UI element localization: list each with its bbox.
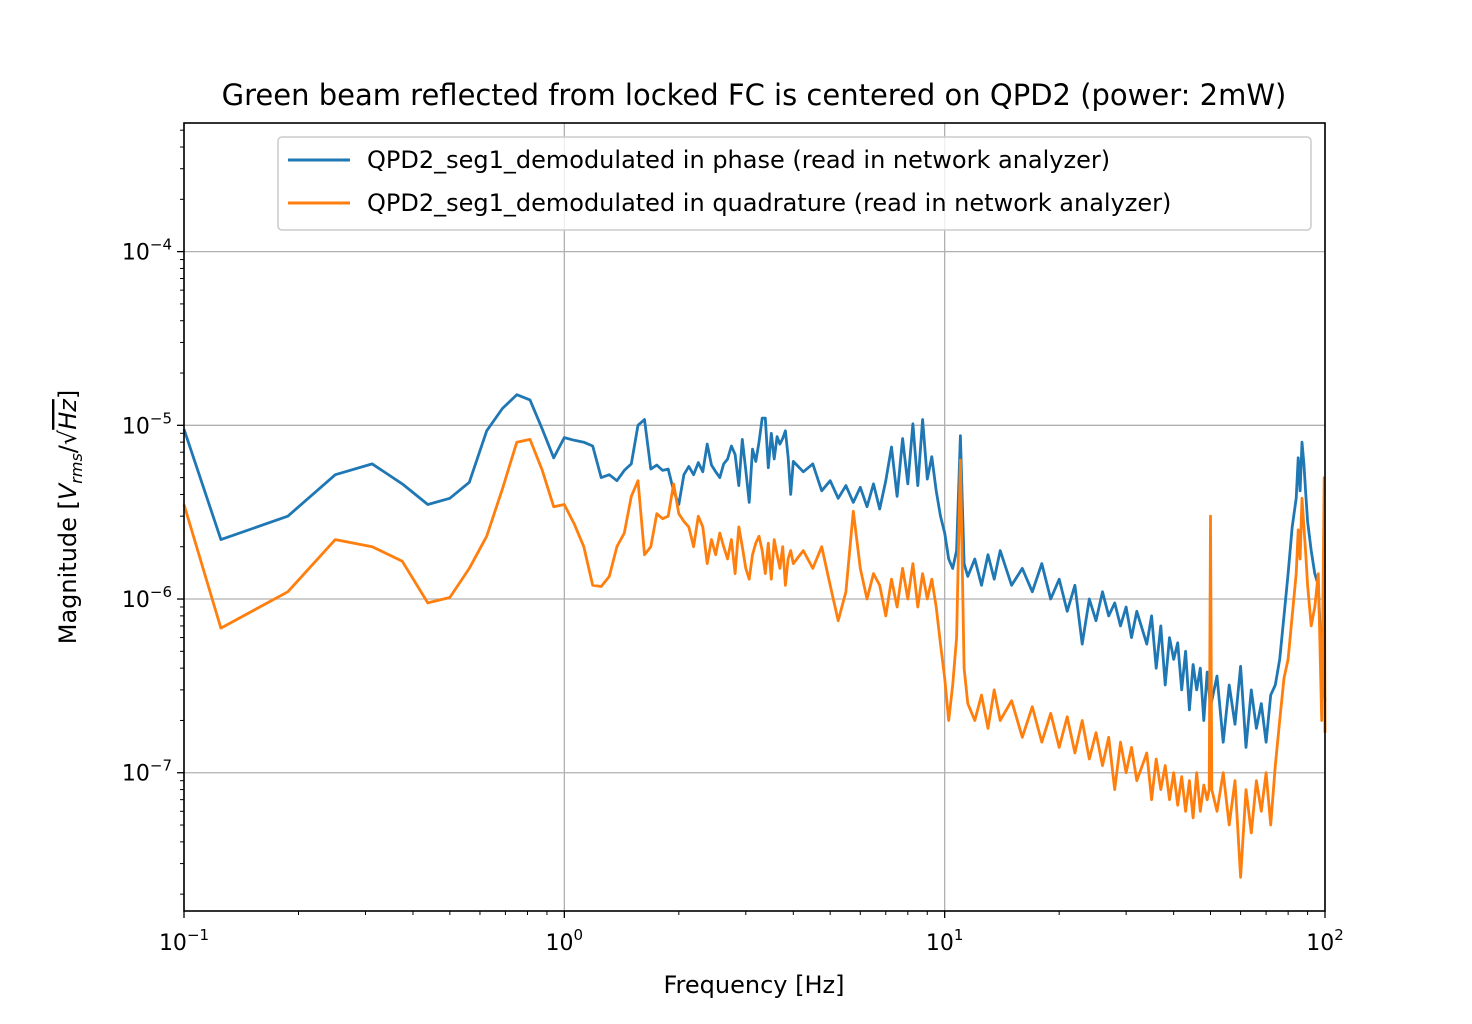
series-line-quadrature — [182, 437, 1327, 879]
y-axis-label-slash: /√ — [54, 429, 82, 453]
y-axis-label-hz: Hz — [54, 398, 82, 430]
y-axis-ticks: 10−7 10−6 10−5 10−4 — [122, 236, 184, 787]
y-tick-label: 10−7 — [122, 757, 172, 787]
x-axis-label: Frequency [Hz] — [664, 971, 845, 999]
legend-box — [277, 136, 1312, 231]
x-axis-ticks: 10−1 100 101 102 — [159, 911, 1344, 956]
chart-title: Green beam reflected from locked FC is c… — [222, 78, 1287, 112]
y-axis-label-suffix: ] — [54, 390, 82, 399]
series-line-phase — [182, 393, 1327, 749]
legend: QPD2_seg1_demodulated in phase (read in … — [277, 136, 1312, 231]
series-layer — [182, 393, 1327, 879]
y-axis-label-v: V — [54, 482, 82, 500]
y-tick-label: 10−4 — [122, 236, 172, 266]
y-axis-label-sub: rms — [67, 453, 86, 484]
plot-frame — [183, 122, 1326, 912]
svg-text:Magnitude [Vrms/√Hz]: Magnitude [Vrms/√Hz] — [54, 390, 86, 644]
y-axis-label-prefix: Magnitude [ — [54, 500, 82, 644]
x-tick-label: 101 — [926, 926, 964, 956]
legend-label-quadrature: QPD2_seg1_demodulated in quadrature (rea… — [367, 189, 1171, 217]
x-tick-label: 102 — [1306, 926, 1344, 956]
y-axis-label: Magnitude [Vrms/√Hz] — [54, 390, 86, 644]
legend-label-phase: QPD2_seg1_demodulated in phase (read in … — [367, 146, 1110, 174]
x-tick-label: 100 — [546, 926, 584, 956]
y-tick-label: 10−6 — [122, 583, 172, 613]
x-tick-label: 10−1 — [159, 926, 209, 956]
y-tick-label: 10−5 — [122, 409, 172, 439]
plot-area-background — [184, 123, 1325, 911]
